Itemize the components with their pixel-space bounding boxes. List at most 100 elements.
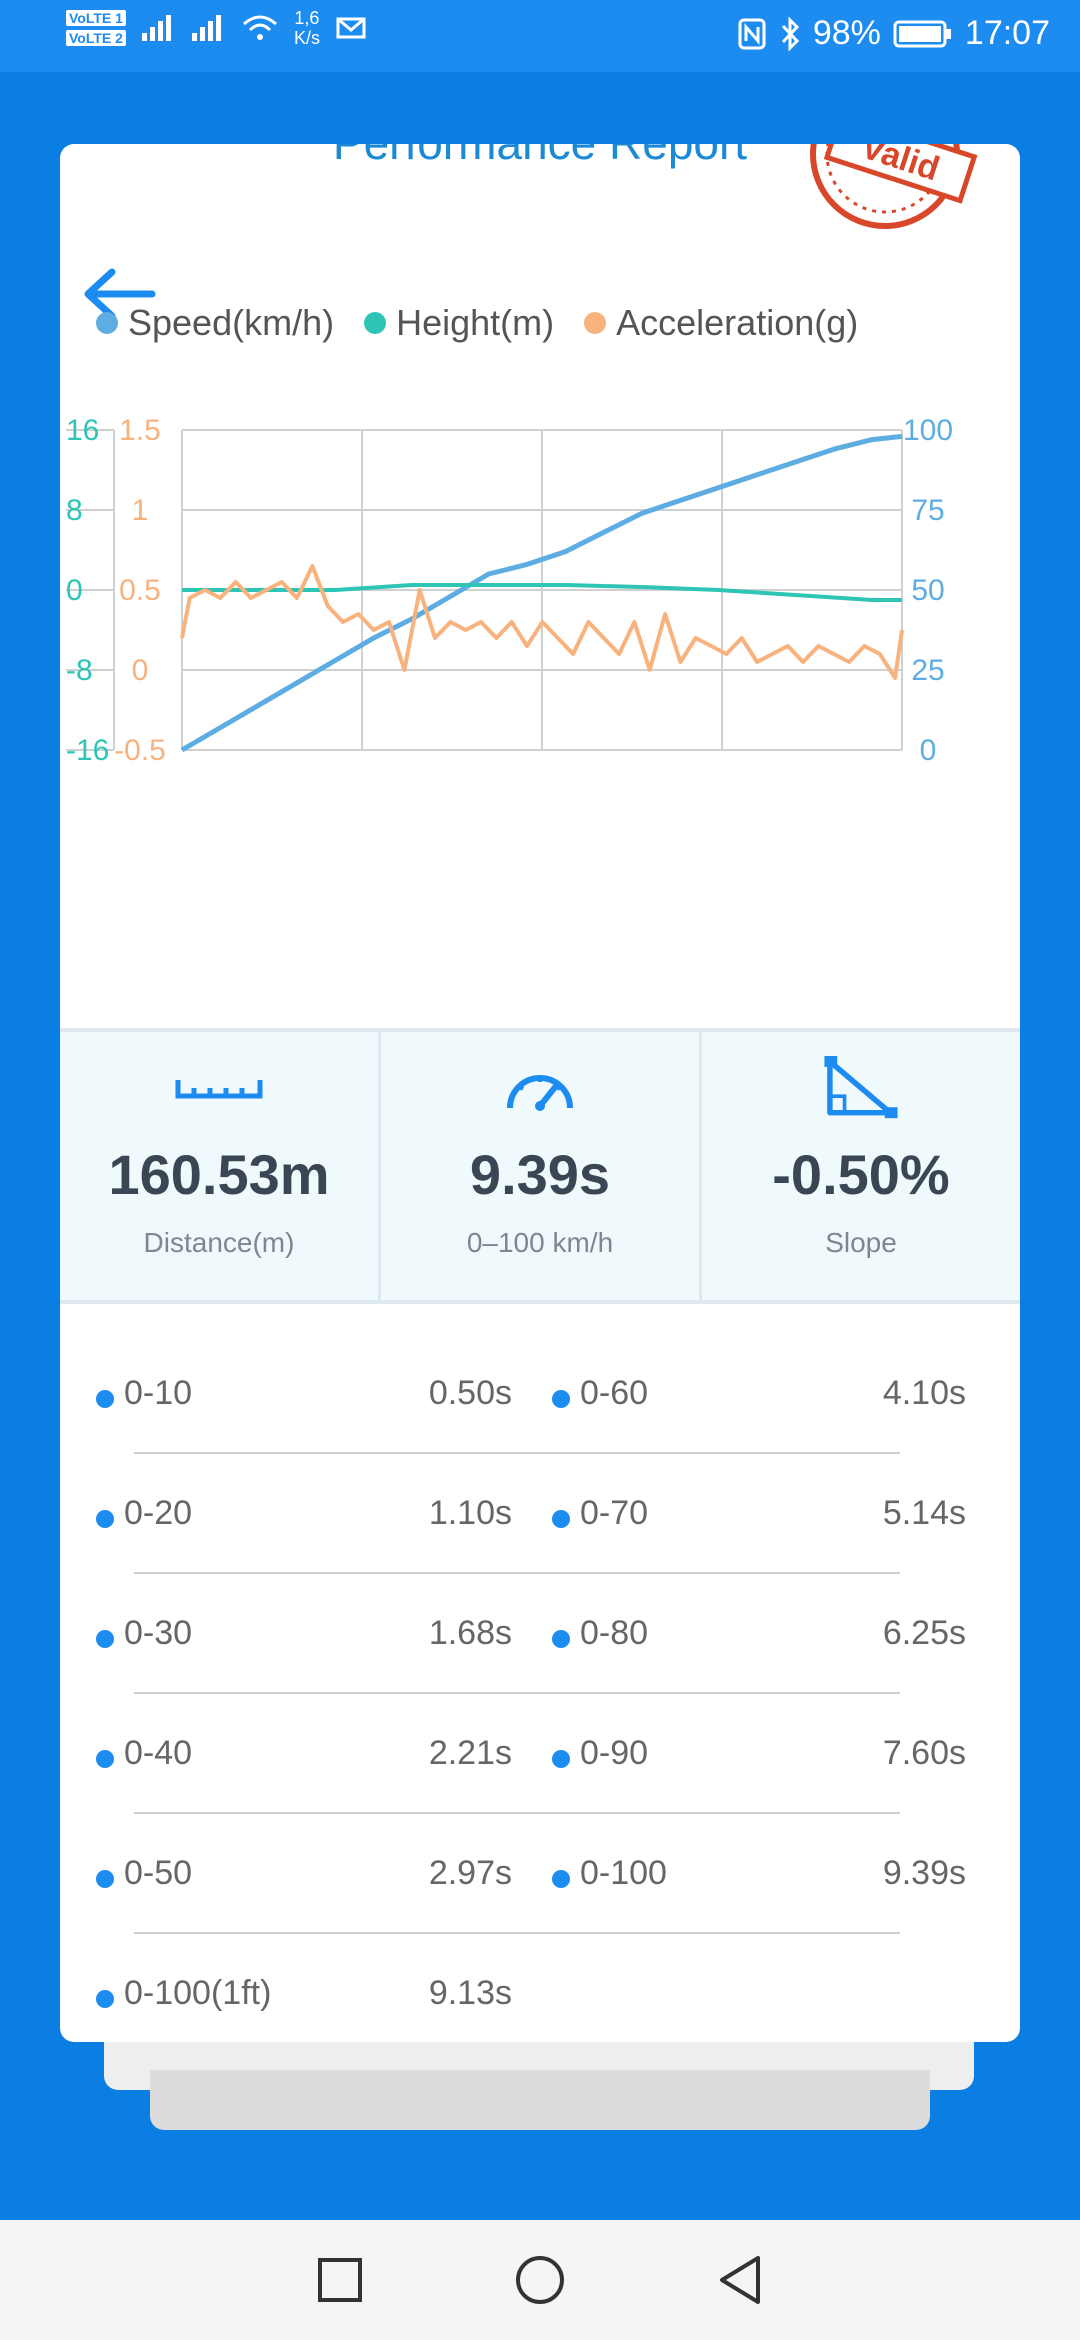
- volte-1-badge: VoLTE 1: [66, 10, 126, 26]
- stacked-card-shadow-2: [150, 2070, 930, 2130]
- height-tick-label: 8: [66, 494, 83, 527]
- speed-tick-label: 75: [911, 494, 944, 527]
- stat-acceleration-time: 9.39s 0–100 km/h: [378, 1032, 699, 1300]
- system-nav-bar: [0, 2220, 1080, 2340]
- split-row: 0-40 2.21s 0-90 7.60s: [60, 1694, 1020, 1814]
- legend-speed-label: Speed(km/h): [128, 302, 335, 343]
- signal-1-icon: [141, 15, 171, 41]
- volte-2-badge: VoLTE 2: [66, 30, 126, 46]
- distance-value: 160.53m: [108, 1143, 330, 1206]
- speed-tick-label: 0: [920, 734, 937, 767]
- report-title: Performance Report: [60, 144, 1020, 170]
- speed-tick-label: 100: [903, 414, 953, 447]
- split-time: 4.10s: [882, 1374, 966, 1412]
- nfc-icon: [738, 18, 766, 49]
- row-divider: [134, 1932, 900, 1934]
- split-bullet-icon: [96, 1750, 114, 1768]
- speedometer-icon: [507, 1075, 573, 1111]
- signal-2-icon: [191, 15, 221, 41]
- legend-speed-dot: [96, 312, 118, 334]
- split-range: 0-80: [580, 1614, 649, 1652]
- status-bar: VoLTE 1 VoLTE 2 1,6 K/s: [0, 0, 1080, 72]
- split-range: 0-100: [580, 1854, 667, 1892]
- row-divider: [134, 1452, 900, 1454]
- split-range: 0-70: [580, 1494, 649, 1532]
- row-divider: [134, 1812, 900, 1814]
- height-tick-label: -16: [66, 734, 109, 767]
- legend-height-label: Height(m): [396, 302, 555, 343]
- recent-apps-icon[interactable]: [316, 2256, 364, 2304]
- legend-speed[interactable]: Speed(km/h): [96, 302, 334, 344]
- split-range: 0-100(1ft): [124, 1974, 272, 2012]
- series-line-speed: [180, 433, 903, 753]
- legend-acceleration[interactable]: Acceleration(g): [584, 302, 858, 344]
- split-row: 0-20 1.10s 0-70 5.14s: [60, 1454, 1020, 1574]
- split-time: 0.50s: [428, 1374, 512, 1412]
- time-value: 9.39s: [469, 1143, 611, 1206]
- split-bullet-icon: [552, 1750, 570, 1768]
- valid-stamp: Valid: [810, 144, 978, 229]
- split-time: 5.14s: [882, 1494, 966, 1532]
- split-range: 0-60: [580, 1374, 649, 1412]
- split-range: 0-90: [580, 1734, 649, 1772]
- split-bullet-icon: [96, 1870, 114, 1888]
- chart-legend: Speed(km/h) Height(m) Acceleration(g): [96, 302, 858, 344]
- split-time: 2.97s: [428, 1854, 512, 1892]
- series-line-height: [182, 583, 902, 602]
- split-bullet-icon: [96, 1390, 114, 1408]
- ruler-icon: [175, 1080, 263, 1099]
- wifi-icon: [242, 15, 277, 40]
- split-bullet-icon: [96, 1630, 114, 1648]
- distance-label: Distance(m): [143, 1227, 295, 1258]
- split-time: 2.21s: [428, 1734, 512, 1772]
- report-card: Performance Report Valid Speed(km/h) Hei…: [60, 144, 1020, 2042]
- split-range: 0-20: [124, 1494, 193, 1532]
- row-divider: [134, 1692, 900, 1694]
- split-row: 0-10 0.50s 0-60 4.10s: [60, 1334, 1020, 1454]
- bluetooth-icon: [781, 16, 799, 51]
- slope-label: Slope: [825, 1227, 897, 1258]
- height-tick-label: 0: [66, 574, 83, 607]
- height-tick-label: -8: [66, 654, 93, 687]
- battery-icon: [893, 20, 951, 47]
- net-speed-value: 1,6: [294, 8, 320, 28]
- legend-height-dot: [364, 312, 387, 334]
- split-bullet-icon: [96, 1510, 114, 1528]
- clock: 17:07: [964, 14, 1050, 52]
- split-row: 0-30 1.68s 0-80 6.25s: [60, 1574, 1020, 1694]
- notification-icon: [336, 17, 366, 39]
- splits-list: 0-10 0.50s 0-60 4.10s 0-20 1.10s 0-70 5.…: [60, 1334, 1020, 2042]
- slope-icon: [824, 1056, 898, 1119]
- split-time: 6.25s: [882, 1614, 966, 1652]
- accel-tick-label: 1: [132, 494, 149, 527]
- split-bullet-icon: [552, 1630, 570, 1648]
- speed-tick-label: 50: [911, 574, 944, 607]
- series-line-acceleration: [180, 564, 904, 680]
- split-range: 0-30: [124, 1614, 193, 1652]
- net-speed-unit: K/s: [293, 28, 320, 48]
- performance-chart: 16 1.5 100 8 1 75 0 0.5 50 -8 0 25 -16 -0.5 0: [66, 414, 953, 767]
- split-row: 0-100(1ft) 9.13s: [60, 1934, 1020, 2042]
- split-time: 1.10s: [428, 1494, 512, 1532]
- home-icon[interactable]: [514, 2254, 566, 2306]
- volte-badges: VoLTE 1 VoLTE 2: [66, 10, 126, 46]
- split-range: 0-40: [124, 1734, 193, 1772]
- accel-tick-label: 1.5: [119, 414, 161, 447]
- split-bullet-icon: [552, 1510, 570, 1528]
- speed-tick-label: 25: [911, 654, 944, 687]
- split-range: 0-50: [124, 1854, 193, 1892]
- accel-tick-label: 0.5: [119, 574, 161, 607]
- stats-panel: 160.53m Distance(m) 9.39s 0–100 km/h -0.…: [60, 1028, 1020, 1304]
- legend-height[interactable]: Height(m): [364, 302, 554, 344]
- split-bullet-icon: [96, 1990, 114, 2008]
- legend-acceleration-label: Acceleration(g): [616, 302, 859, 343]
- split-bullet-icon: [552, 1870, 570, 1888]
- status-right: 98% 17:07: [737, 14, 1050, 53]
- back-icon[interactable]: [716, 2254, 764, 2306]
- time-label: 0–100 km/h: [466, 1227, 614, 1258]
- row-divider: [134, 1572, 900, 1574]
- split-range: 0-10: [124, 1374, 193, 1412]
- battery-percent: 98%: [812, 14, 881, 52]
- split-row: 0-50 2.97s 0-100 9.39s: [60, 1814, 1020, 1934]
- split-bullet-icon: [552, 1390, 570, 1408]
